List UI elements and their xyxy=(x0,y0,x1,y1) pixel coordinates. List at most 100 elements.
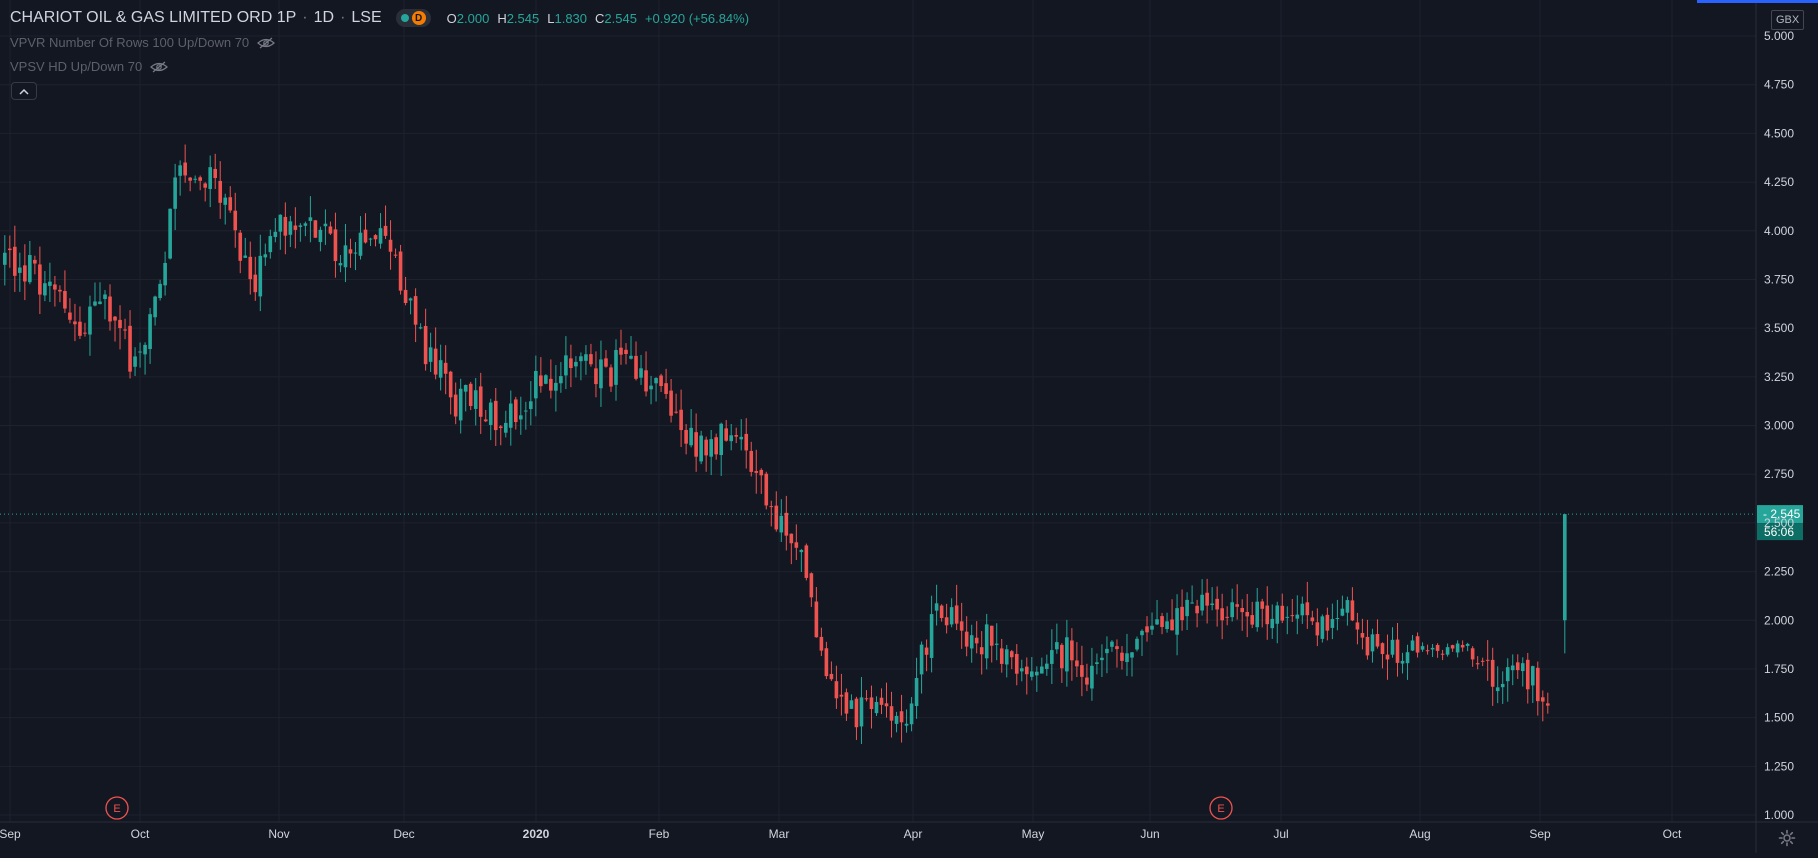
candle-body[interactable] xyxy=(23,265,27,282)
candle-body[interactable] xyxy=(1175,608,1179,635)
candle-body[interactable] xyxy=(749,450,754,472)
candle-body[interactable] xyxy=(1090,665,1094,689)
candle-body[interactable] xyxy=(203,183,207,188)
candle-body[interactable] xyxy=(1540,697,1545,702)
candle-body[interactable] xyxy=(313,220,318,238)
candle-body[interactable] xyxy=(68,312,72,320)
candle-body[interactable] xyxy=(959,621,964,631)
candle-body[interactable] xyxy=(103,294,107,299)
symbol-name[interactable]: CHARIOT OIL & GAS LIMITED ORD 1P xyxy=(10,9,297,26)
candle-body[interactable] xyxy=(794,542,799,548)
candle-body[interactable] xyxy=(318,229,323,243)
candle-body[interactable] xyxy=(1065,637,1069,672)
candle-body[interactable] xyxy=(1050,650,1054,664)
earnings-marker[interactable] xyxy=(1209,796,1233,820)
candle-body[interactable] xyxy=(248,256,253,280)
candle-body[interactable] xyxy=(338,263,343,266)
candle-body[interactable] xyxy=(358,232,363,256)
candle-body[interactable] xyxy=(188,177,192,181)
candle-body[interactable] xyxy=(1520,663,1525,672)
candle-body[interactable] xyxy=(989,625,994,646)
candle-body[interactable] xyxy=(123,329,127,331)
candle-body[interactable] xyxy=(594,368,598,385)
candle-body[interactable] xyxy=(1485,659,1490,661)
candle-body[interactable] xyxy=(1490,659,1495,687)
candle-body[interactable] xyxy=(1545,703,1550,706)
candle-body[interactable] xyxy=(1140,630,1144,636)
candle-body[interactable] xyxy=(433,348,438,375)
candle-body[interactable] xyxy=(1155,619,1159,625)
candle-body[interactable] xyxy=(1230,602,1234,618)
candle-body[interactable] xyxy=(1110,641,1114,647)
candle-body[interactable] xyxy=(1505,667,1510,682)
eye-hidden-icon[interactable] xyxy=(150,61,169,73)
candle-body[interactable] xyxy=(834,681,839,699)
candle-body[interactable] xyxy=(418,327,423,329)
candle-body[interactable] xyxy=(1170,619,1174,631)
candle-body[interactable] xyxy=(1315,622,1320,636)
candle-body[interactable] xyxy=(1035,671,1039,676)
candle-body[interactable] xyxy=(128,325,132,372)
candle-body[interactable] xyxy=(8,248,12,251)
candle-body[interactable] xyxy=(564,355,568,376)
candle-body[interactable] xyxy=(1150,625,1154,630)
candle-body[interactable] xyxy=(1500,683,1505,688)
candle-body[interactable] xyxy=(173,177,177,209)
candle-body[interactable] xyxy=(48,281,52,286)
candle-body[interactable] xyxy=(143,344,147,355)
candle-body[interactable] xyxy=(854,698,859,728)
candle-body[interactable] xyxy=(1105,648,1109,654)
candle-body[interactable] xyxy=(1450,645,1455,649)
candle-body[interactable] xyxy=(1055,642,1059,650)
candle-body[interactable] xyxy=(1060,644,1064,669)
candle-body[interactable] xyxy=(759,469,764,476)
candle-body[interactable] xyxy=(1160,616,1164,628)
candle-body[interactable] xyxy=(664,383,668,394)
candle-body[interactable] xyxy=(98,301,102,305)
candle-body[interactable] xyxy=(493,400,498,431)
candle-body[interactable] xyxy=(33,259,37,264)
candle-body[interactable] xyxy=(789,533,794,544)
candle-body[interactable] xyxy=(113,316,117,321)
candle-body[interactable] xyxy=(1245,611,1250,617)
candle-body[interactable] xyxy=(624,349,628,354)
candle-body[interactable] xyxy=(669,390,673,416)
candle-body[interactable] xyxy=(223,197,228,205)
candle-body[interactable] xyxy=(704,439,708,456)
candle-body[interactable] xyxy=(1495,687,1500,692)
candle-body[interactable] xyxy=(1135,638,1139,650)
candle-body[interactable] xyxy=(498,426,503,428)
candle-body[interactable] xyxy=(13,246,17,276)
candle-body[interactable] xyxy=(468,383,473,407)
candle-body[interactable] xyxy=(1185,599,1189,617)
candle-body[interactable] xyxy=(879,697,884,705)
candle-body[interactable] xyxy=(198,177,202,181)
gear-icon[interactable] xyxy=(1778,829,1796,847)
candle-body[interactable] xyxy=(353,252,358,254)
candle-body[interactable] xyxy=(1275,605,1280,624)
candle-body[interactable] xyxy=(1320,616,1325,639)
candle-body[interactable] xyxy=(1265,605,1270,625)
candle-body[interactable] xyxy=(1385,654,1390,660)
candle-body[interactable] xyxy=(649,385,653,390)
candle-body[interactable] xyxy=(679,409,683,431)
candle-body[interactable] xyxy=(1515,662,1520,671)
candle-body[interactable] xyxy=(934,603,939,611)
symbol-legend[interactable]: CHARIOT OIL & GAS LIMITED ORD 1P · 1D · … xyxy=(10,9,749,27)
candle-body[interactable] xyxy=(949,607,954,625)
candle-body[interactable] xyxy=(88,306,92,335)
candle-body[interactable] xyxy=(1535,667,1540,702)
candle-body[interactable] xyxy=(253,274,258,293)
candle-body[interactable] xyxy=(1075,660,1079,667)
candle-body[interactable] xyxy=(1440,653,1445,655)
candle-body[interactable] xyxy=(258,255,263,297)
candle-body[interactable] xyxy=(273,231,278,237)
candle-body[interactable] xyxy=(1130,652,1134,658)
candle-body[interactable] xyxy=(714,437,718,455)
candle-body[interactable] xyxy=(529,401,533,410)
candle-body[interactable] xyxy=(1430,647,1435,650)
candle-body[interactable] xyxy=(939,605,944,619)
candle-body[interactable] xyxy=(984,624,989,659)
candle-body[interactable] xyxy=(1029,671,1034,677)
